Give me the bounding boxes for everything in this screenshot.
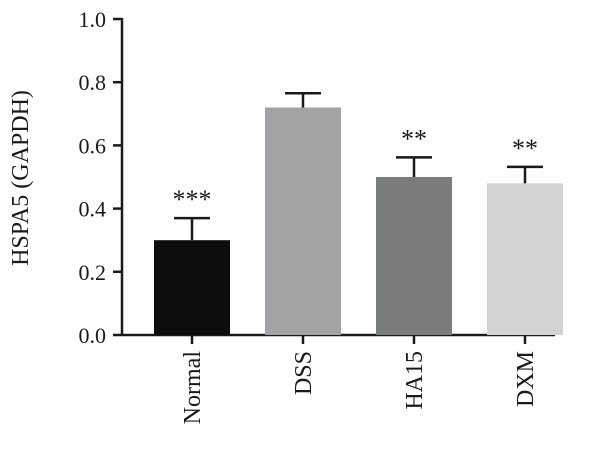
significance-labels: ***** ** xyxy=(173,124,539,214)
bar xyxy=(265,107,341,335)
category-labels: Normal DSS HA15 DXM xyxy=(180,351,539,425)
bar xyxy=(487,183,563,335)
bar xyxy=(154,240,230,335)
y-tick-label: 0.0 xyxy=(79,323,107,348)
significance-label: ** xyxy=(401,124,427,153)
x-axis xyxy=(122,333,555,344)
significance-label: ** xyxy=(512,134,538,163)
significance-label: *** xyxy=(173,185,212,214)
bars xyxy=(154,107,563,335)
y-tick-label: 1.0 xyxy=(79,7,107,32)
bar xyxy=(376,177,452,335)
y-tick-label: 0.6 xyxy=(79,133,107,158)
category-label: DSS xyxy=(291,351,317,395)
y-tick-label: 0.4 xyxy=(79,197,107,222)
y-tick-label: 0.8 xyxy=(79,70,107,95)
y-axis: 0.0 0.2 0.4 0.6 0.8 1.0 xyxy=(79,7,124,348)
category-label: DXM xyxy=(513,351,539,407)
category-label: HA15 xyxy=(402,351,428,410)
y-axis-title: HSPA5 (GAPDH) xyxy=(8,90,34,266)
y-tick-label: 0.2 xyxy=(79,260,107,285)
error-bars xyxy=(174,92,543,241)
category-label: Normal xyxy=(180,351,206,425)
